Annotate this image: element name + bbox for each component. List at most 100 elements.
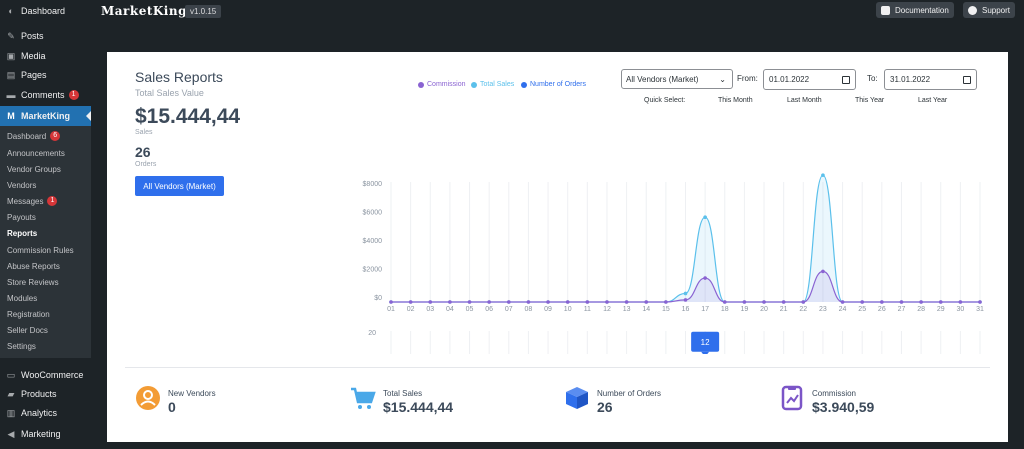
data-point	[860, 300, 864, 304]
tooltip-value: 12	[701, 338, 710, 347]
stat-label: Total Sales	[383, 389, 423, 398]
data-point	[919, 300, 923, 304]
y-tick-label: 20	[368, 330, 376, 337]
vendor-select[interactable]: All Vendors (Market) ⌄	[621, 69, 733, 89]
sidebar-item-dashboard[interactable]: ◐ Dashboard	[0, 2, 91, 20]
submenu-label: Announcements	[7, 148, 65, 158]
from-date-input[interactable]: 01.01.2022	[763, 69, 856, 90]
submenu-label: Vendors	[7, 180, 37, 190]
x-tick-label: 05	[466, 306, 474, 313]
x-tick-label: 03	[426, 306, 434, 313]
legend-label: Number of Orders	[530, 81, 587, 88]
submenu-settings[interactable]: Settings	[0, 338, 91, 354]
data-point	[978, 300, 982, 304]
submenu-payouts[interactable]: Payouts	[0, 209, 91, 225]
support-button[interactable]: Support	[963, 2, 1016, 18]
data-point	[487, 300, 491, 304]
data-point	[565, 300, 570, 304]
sidebar-item-comments[interactable]: ▬ Comments 1	[0, 86, 91, 104]
data-point	[880, 300, 884, 304]
legend-commission[interactable]: Commission	[418, 81, 466, 88]
data-point	[742, 300, 747, 304]
sidebar-item-posts[interactable]: ✎ Posts	[0, 27, 91, 45]
all-vendors-button[interactable]: All Vendors (Market)	[135, 176, 224, 196]
stat-label: New Vendors	[168, 389, 216, 398]
calendar-icon[interactable]	[842, 76, 850, 84]
total-sales-caption: Sales	[135, 129, 153, 136]
submenu-vendors[interactable]: Vendors	[0, 177, 91, 193]
x-tick-label: 23	[819, 306, 827, 313]
sidebar-item-products[interactable]: ▰ Products	[0, 385, 91, 403]
admin-sidebar: ◐ Dashboard ✎ Posts ▣ Media ▤ Pages ▬ Comment…	[0, 0, 91, 449]
documentation-button[interactable]: Documentation	[876, 2, 954, 18]
sidebar-item-marketking[interactable]: M MarketKing	[0, 106, 91, 126]
stat-value: $3.940,59	[812, 399, 875, 415]
support-icon	[968, 5, 977, 15]
legend-total-sales[interactable]: Total Sales	[471, 81, 514, 88]
top-bar: MarketKing v1.0.15 Documentation Support	[91, 0, 1024, 25]
from-label: From:	[737, 74, 758, 83]
data-point	[801, 300, 806, 304]
submenu-store-reviews[interactable]: Store Reviews	[0, 274, 91, 290]
sales-reports-panel: Sales Reports Total Sales Value $15.444,…	[107, 52, 1008, 442]
document-icon	[881, 5, 890, 15]
submenu-label: Commission Rules	[7, 245, 74, 255]
x-tick-label: 27	[898, 306, 906, 313]
comments-icon: ▬	[6, 90, 16, 100]
submenu-label: Store Reviews	[7, 277, 59, 287]
x-tick-label: 06	[485, 306, 493, 313]
to-date-input[interactable]: 31.01.2022	[884, 69, 977, 90]
data-point	[585, 300, 590, 304]
x-tick-label: 11	[584, 306, 591, 313]
sidebar-item-woocommerce[interactable]: ▭ WooCommerce	[0, 366, 91, 384]
from-date-value: 01.01.2022	[769, 75, 810, 84]
data-point	[722, 300, 727, 304]
report-icon	[781, 385, 803, 411]
chevron-down-icon: ⌄	[719, 75, 726, 84]
submenu-label: Vendor Groups	[7, 164, 61, 174]
pages-icon: ▤	[6, 70, 16, 80]
sidebar-item-pages[interactable]: ▤ Pages	[0, 66, 91, 84]
submenu-dashboard[interactable]: Dashboard 6	[0, 128, 91, 144]
to-label: To:	[867, 74, 878, 83]
legend-orders[interactable]: Number of Orders	[521, 81, 586, 88]
sidebar-label: Analytics	[21, 408, 58, 418]
data-point	[526, 300, 531, 304]
y-tick-label: $4000	[363, 238, 383, 245]
submenu-announcements[interactable]: Announcements	[0, 145, 91, 161]
x-tick-label: 15	[662, 306, 670, 313]
data-point	[605, 300, 609, 304]
data-point	[664, 300, 668, 304]
submenu-messages[interactable]: Messages 1	[0, 193, 91, 209]
x-tick-label: 10	[564, 306, 572, 313]
submenu-registration[interactable]: Registration	[0, 306, 91, 322]
tooltip-arrow	[701, 351, 710, 354]
sidebar-item-marketing[interactable]: ◀ Marketing	[0, 425, 91, 443]
x-tick-label: 13	[623, 306, 631, 313]
quick-select-this-year[interactable]: This Year	[855, 97, 885, 104]
data-point	[703, 215, 707, 220]
sidebar-item-media[interactable]: ▣ Media	[0, 47, 91, 65]
submenu-abuse-reports[interactable]: Abuse Reports	[0, 258, 91, 274]
quick-select-last-month[interactable]: Last Month	[787, 97, 822, 104]
sidebar-item-analytics[interactable]: ▥ Analytics	[0, 404, 91, 422]
sidebar-label: Comments	[21, 90, 65, 100]
quick-select-last-year[interactable]: Last Year	[918, 97, 948, 104]
submenu-vendor-groups[interactable]: Vendor Groups	[0, 161, 91, 177]
calendar-icon[interactable]	[963, 76, 971, 84]
submenu-reports[interactable]: Reports	[0, 225, 91, 241]
submenu-seller-docs[interactable]: Seller Docs	[0, 322, 91, 338]
submenu-label: Reports	[7, 228, 38, 238]
page-title: Sales Reports	[135, 69, 223, 85]
legend-dot	[418, 81, 424, 88]
dashboard-badge: 6	[50, 131, 61, 141]
submenu-modules[interactable]: Modules	[0, 290, 91, 306]
x-tick-label: 14	[642, 306, 650, 313]
products-icon: ▰	[7, 389, 15, 399]
tooltip-box	[691, 331, 720, 352]
quick-select-this-month[interactable]: This Month	[718, 97, 753, 104]
box-icon	[566, 387, 588, 409]
submenu-commission-rules[interactable]: Commission Rules	[0, 242, 91, 258]
data-point	[703, 276, 707, 280]
marketing-icon: ◀	[7, 429, 15, 439]
